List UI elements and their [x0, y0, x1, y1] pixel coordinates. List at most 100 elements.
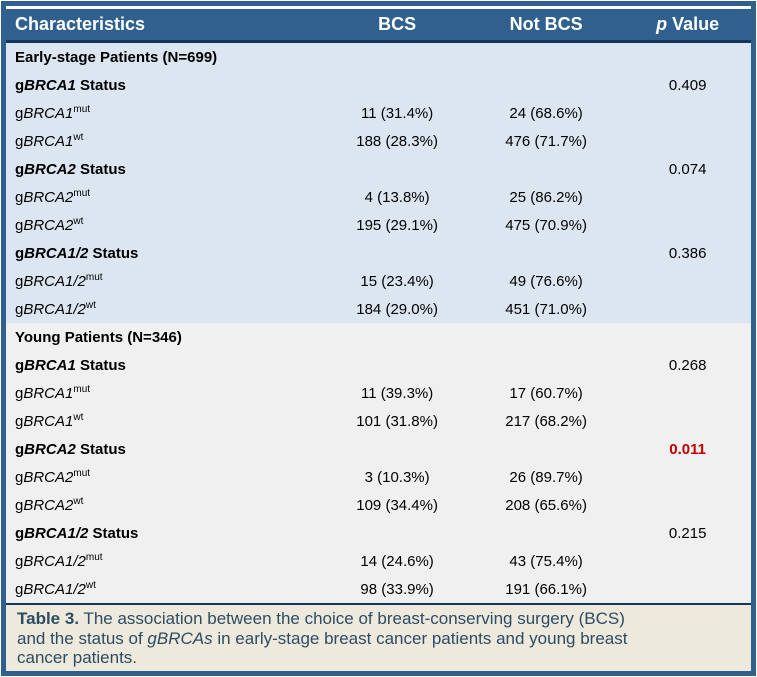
section-row-early-stage: Early-stage Patients (N=699)	[6, 41, 751, 71]
bcs-value: 4 (13.8%)	[326, 183, 468, 211]
status-row: gBRCA1/2 Status 0.215	[6, 519, 751, 547]
bcs-value: 188 (28.3%)	[326, 127, 468, 155]
bcs-value	[326, 519, 468, 547]
bcs-value	[326, 435, 468, 463]
row-label: gBRCA1/2 Status	[6, 239, 327, 267]
status-row: gBRCA1 Status 0.268	[6, 351, 751, 379]
row-label: gBRCA1/2 Status	[6, 519, 327, 547]
row-label: gBRCA2 Status	[6, 155, 327, 183]
not-bcs-value: 24 (68.6%)	[467, 99, 625, 127]
not-bcs-value: 25 (86.2%)	[467, 183, 625, 211]
row-label: gBRCA1wt	[6, 407, 327, 435]
table-caption: Table 3. The association between the cho…	[6, 603, 751, 671]
section-row-young: Young Patients (N=346)	[6, 323, 751, 351]
status-row-significant: gBRCA2 Status 0.011	[6, 435, 751, 463]
row-label: gBRCA1/2mut	[6, 267, 327, 295]
p-value	[624, 547, 751, 575]
p-value	[624, 267, 751, 295]
p-value	[624, 407, 751, 435]
p-value	[624, 575, 751, 603]
section-label: Young Patients (N=346)	[6, 323, 751, 351]
caption-gene-italic: gBRCAs	[147, 628, 213, 648]
row-label: gBRCA2mut	[6, 463, 327, 491]
p-value	[624, 295, 751, 323]
status-row: gBRCA1/2 Status 0.386	[6, 239, 751, 267]
p-value	[624, 379, 751, 407]
bcs-value	[326, 351, 468, 379]
bcs-value: 98 (33.9%)	[326, 575, 468, 603]
not-bcs-value: 43 (75.4%)	[467, 547, 625, 575]
bcs-value	[326, 155, 468, 183]
data-row: gBRCA1wt 188 (28.3%) 476 (71.7%)	[6, 127, 751, 155]
bcs-value: 109 (34.4%)	[326, 491, 468, 519]
p-value	[624, 491, 751, 519]
p-value	[624, 183, 751, 211]
p-value: 0.215	[624, 519, 751, 547]
row-label: gBRCA1/2mut	[6, 547, 327, 575]
bcs-value	[326, 71, 468, 99]
p-value	[624, 99, 751, 127]
not-bcs-value: 475 (70.9%)	[467, 211, 625, 239]
data-row: gBRCA1mut 11 (39.3%) 17 (60.7%)	[6, 379, 751, 407]
data-row: gBRCA1wt 101 (31.8%) 217 (68.2%)	[6, 407, 751, 435]
brca-bcs-table: Characteristics BCS Not BCS p Value Earl…	[6, 9, 751, 603]
bcs-value: 15 (23.4%)	[326, 267, 468, 295]
column-header-bcs: BCS	[326, 9, 468, 43]
not-bcs-value: 17 (60.7%)	[467, 379, 625, 407]
not-bcs-value: 208 (65.6%)	[467, 491, 625, 519]
row-label: gBRCA2wt	[6, 211, 327, 239]
bcs-value: 184 (29.0%)	[326, 295, 468, 323]
row-label: gBRCA2 Status	[6, 435, 327, 463]
p-italic: p	[656, 14, 668, 34]
column-header-p-value: p Value	[624, 9, 751, 43]
not-bcs-value: 49 (76.6%)	[467, 267, 625, 295]
bcs-value: 3 (10.3%)	[326, 463, 468, 491]
header-row: Characteristics BCS Not BCS p Value	[6, 9, 751, 43]
not-bcs-value: 451 (71.0%)	[467, 295, 625, 323]
column-header-characteristics: Characteristics	[6, 9, 327, 43]
bcs-value: 11 (31.4%)	[326, 99, 468, 127]
not-bcs-value	[467, 519, 625, 547]
p-value: 0.074	[624, 155, 751, 183]
status-row: gBRCA1 Status 0.409	[6, 71, 751, 99]
status-row: gBRCA2 Status 0.074	[6, 155, 751, 183]
data-row: gBRCA2wt 195 (29.1%) 475 (70.9%)	[6, 211, 751, 239]
bcs-value	[326, 239, 468, 267]
data-row: gBRCA1/2mut 15 (23.4%) 49 (76.6%)	[6, 267, 751, 295]
row-label: gBRCA1/2wt	[6, 295, 327, 323]
row-label: gBRCA1mut	[6, 379, 327, 407]
not-bcs-value	[467, 71, 625, 99]
bcs-value: 101 (31.8%)	[326, 407, 468, 435]
bcs-value: 11 (39.3%)	[326, 379, 468, 407]
p-value: 0.409	[624, 71, 751, 99]
p-value: 0.386	[624, 239, 751, 267]
p-rest: Value	[667, 14, 720, 34]
data-row: gBRCA2mut 4 (13.8%) 25 (86.2%)	[6, 183, 751, 211]
row-label: gBRCA2wt	[6, 491, 327, 519]
p-value	[624, 211, 751, 239]
column-header-not-bcs: Not BCS	[467, 9, 625, 43]
data-row: gBRCA2wt 109 (34.4%) 208 (65.6%)	[6, 491, 751, 519]
not-bcs-value	[467, 435, 625, 463]
bcs-value: 195 (29.1%)	[326, 211, 468, 239]
section-label: Early-stage Patients (N=699)	[6, 41, 751, 71]
not-bcs-value	[467, 351, 625, 379]
p-value	[624, 127, 751, 155]
not-bcs-value	[467, 155, 625, 183]
p-value-significant: 0.011	[624, 435, 751, 463]
table-inner: Characteristics BCS Not BCS p Value Earl…	[6, 6, 751, 671]
data-row: gBRCA2mut 3 (10.3%) 26 (89.7%)	[6, 463, 751, 491]
row-label: gBRCA1 Status	[6, 71, 327, 99]
not-bcs-value: 476 (71.7%)	[467, 127, 625, 155]
not-bcs-value: 217 (68.2%)	[467, 407, 625, 435]
p-value: 0.268	[624, 351, 751, 379]
caption-table-number: Table 3.	[17, 609, 80, 628]
row-label: gBRCA1mut	[6, 99, 327, 127]
row-label: gBRCA1/2wt	[6, 575, 327, 603]
bcs-value: 14 (24.6%)	[326, 547, 468, 575]
not-bcs-value: 26 (89.7%)	[467, 463, 625, 491]
row-label: gBRCA2mut	[6, 183, 327, 211]
data-row: gBRCA1mut 11 (31.4%) 24 (68.6%)	[6, 99, 751, 127]
data-row: gBRCA1/2wt 184 (29.0%) 451 (71.0%)	[6, 295, 751, 323]
